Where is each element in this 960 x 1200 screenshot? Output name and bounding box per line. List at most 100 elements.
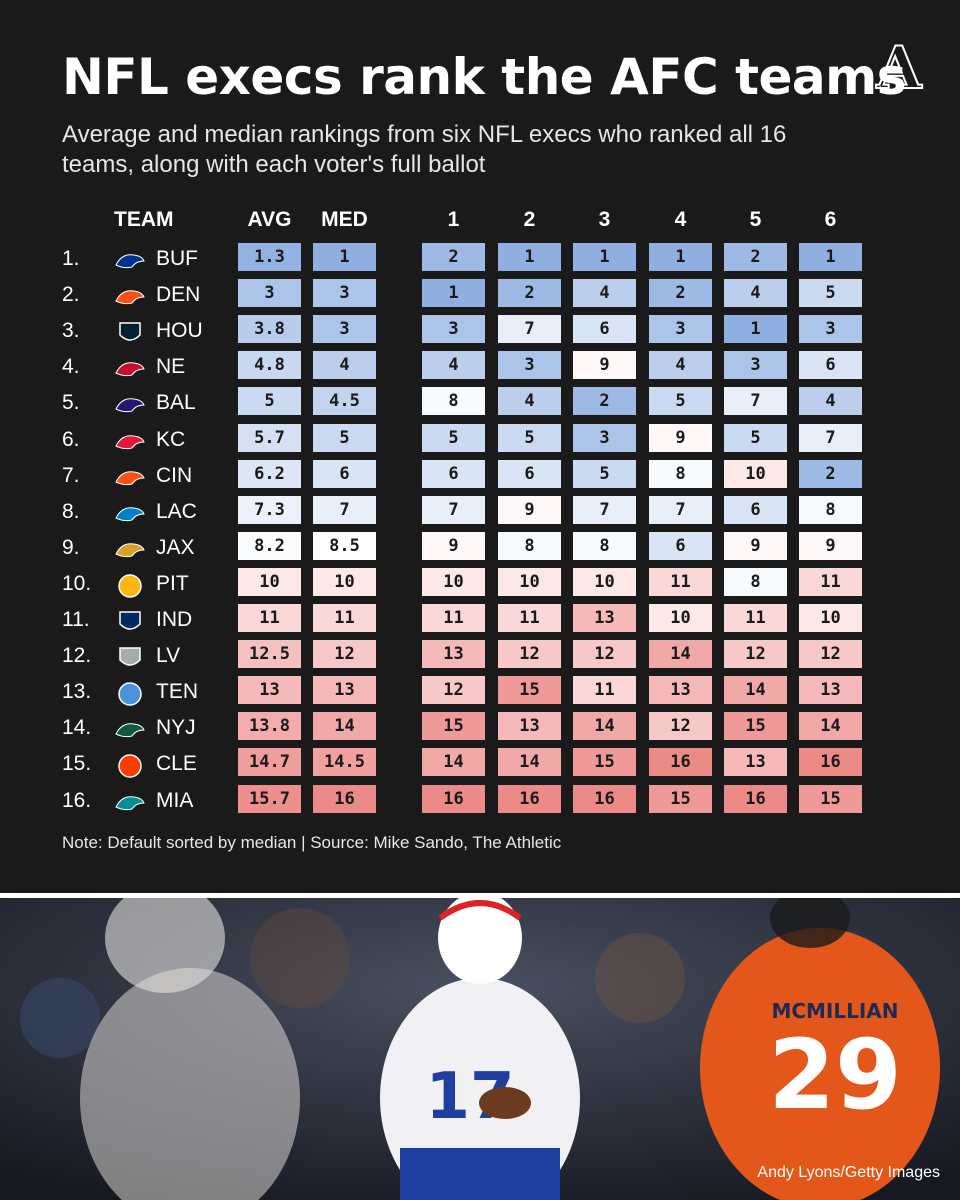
header-voter-1: 1: [447, 208, 460, 231]
voter-2-cell: 13: [498, 712, 561, 741]
table-row: 13. TEN 13 13 12 15 11 13 14 13: [0, 676, 960, 712]
voter-2-cell: 2: [498, 279, 561, 308]
voter-4-cell: 15: [649, 784, 712, 813]
median-cell: 6: [313, 459, 376, 488]
svg-text:29: 29: [768, 1019, 902, 1131]
football-photo-illustration: 17 MCMILLIAN 29: [0, 898, 960, 1200]
row-rank: 5.: [62, 391, 80, 415]
row-rank: 13.: [62, 680, 92, 704]
voter-6-cell: 8: [799, 495, 862, 524]
team-name: JAX: [156, 535, 195, 559]
voter-3-cell: 8: [573, 531, 636, 560]
header-avg: AVG: [247, 208, 292, 231]
voter-3-cell: 5: [573, 459, 636, 488]
voter-3-cell: 6: [573, 315, 636, 344]
voter-3-cell: 7: [573, 495, 636, 524]
divider: [0, 893, 960, 898]
voter-4-cell: 7: [649, 495, 712, 524]
voter-2-cell: 3: [498, 351, 561, 380]
voter-4-cell: 13: [649, 676, 712, 705]
voter-6-cell: 15: [799, 784, 862, 813]
team-name: BAL: [156, 391, 196, 415]
voter-4-cell: 8: [649, 459, 712, 488]
voter-3-cell: 13: [573, 604, 636, 632]
voter-3-cell: 10: [573, 567, 636, 596]
voter-5-cell: 14: [724, 676, 787, 705]
table-row: 12. LV 12.5 12 13 12 12 14 12 12: [0, 640, 960, 676]
team-logo-icon: [114, 754, 146, 779]
svg-text:MCMILLIAN: MCMILLIAN: [771, 999, 898, 1023]
voter-3-cell: 11: [573, 676, 636, 705]
row-rank: 4.: [62, 355, 80, 379]
voter-2-cell: 9: [498, 495, 561, 524]
voter-4-cell: 10: [649, 604, 712, 632]
header-team: TEAM: [114, 208, 174, 231]
voter-4-cell: 4: [649, 351, 712, 380]
voter-1-cell: 15: [422, 712, 485, 741]
voter-5-cell: 5: [724, 423, 787, 452]
voter-5-cell: 12: [724, 640, 787, 669]
team-logo-icon: [114, 249, 146, 273]
table-row: 14. NYJ 13.8 14 15 13 14 12 15 14: [0, 712, 960, 748]
team-name: TEN: [156, 680, 198, 704]
voter-3-cell: 15: [573, 748, 636, 777]
median-cell: 4: [313, 351, 376, 380]
table-row: 10. PIT 10 10 10 10 10 11 8 11: [0, 567, 960, 604]
voter-6-cell: 6: [799, 351, 862, 380]
voter-6-cell: 14: [799, 712, 862, 741]
voter-1-cell: 7: [422, 495, 485, 524]
row-rank: 1.: [62, 247, 80, 270]
avg-cell: 3.8: [238, 315, 301, 344]
avg-cell: 12.5: [238, 640, 301, 669]
voter-6-cell: 5: [799, 279, 862, 308]
team-logo-icon: [114, 791, 146, 815]
voter-5-cell: 9: [724, 531, 787, 560]
voter-6-cell: 10: [799, 604, 862, 632]
voter-5-cell: 6: [724, 495, 787, 524]
voter-4-cell: 9: [649, 423, 712, 452]
source-note: Note: Default sorted by median | Source:…: [62, 833, 562, 852]
avg-cell: 7.3: [238, 495, 301, 524]
table-row: 7. CIN 6.2 6 6 6 5 8 10 2: [0, 459, 960, 496]
row-rank: 12.: [62, 644, 92, 668]
median-cell: 3: [313, 315, 376, 344]
table-row: 1. BUF 1.3 1 2 1 1 1 2 1: [0, 243, 960, 279]
team-logo-icon: [114, 430, 146, 454]
voter-3-cell: 16: [573, 784, 636, 813]
team-name: LV: [156, 644, 181, 668]
team-name: IND: [156, 608, 193, 631]
team-logo-icon: [114, 682, 146, 706]
voter-5-cell: 10: [724, 459, 787, 488]
table-row: 8. LAC 7.3 7 7 9 7 7 6 8: [0, 495, 960, 532]
team-name: LAC: [156, 499, 197, 523]
table-row: 16. MIA 15.7 16 16 16 16 15 16 15: [0, 784, 960, 821]
row-rank: 3.: [62, 319, 80, 343]
row-rank: 2.: [62, 283, 80, 307]
row-rank: 10.: [62, 571, 92, 595]
rankings-table: TEAM AVG MED 1 2 3 4 5 6 1. BUF 1.3 1 2 1 1 1 2 1…: [0, 200, 960, 820]
voter-2-cell: 7: [498, 315, 561, 344]
header-voter-4: 4: [674, 208, 687, 231]
voter-2-cell: 16: [498, 784, 561, 813]
avg-cell: 1.3: [238, 243, 301, 271]
header-voter-6: 6: [824, 208, 837, 231]
header-voter-2: 2: [523, 208, 536, 231]
voter-4-cell: 16: [649, 748, 712, 777]
median-cell: 13: [313, 676, 376, 705]
row-rank: 8.: [62, 499, 80, 523]
row-rank: 15.: [62, 752, 92, 776]
team-name: HOU: [156, 319, 203, 343]
voter-5-cell: 2: [724, 243, 787, 271]
voter-2-cell: 10: [498, 567, 561, 596]
team-logo-icon: [114, 538, 146, 562]
voter-6-cell: 2: [799, 459, 862, 488]
median-cell: 11: [313, 604, 376, 632]
median-cell: 7: [313, 495, 376, 524]
row-rank: 16.: [62, 788, 92, 812]
voter-2-cell: 6: [498, 459, 561, 488]
avg-cell: 8.2: [238, 531, 301, 560]
voter-3-cell: 4: [573, 279, 636, 308]
voter-2-cell: 4: [498, 387, 561, 416]
team-name: CLE: [156, 752, 197, 776]
team-logo-icon: [114, 502, 146, 526]
